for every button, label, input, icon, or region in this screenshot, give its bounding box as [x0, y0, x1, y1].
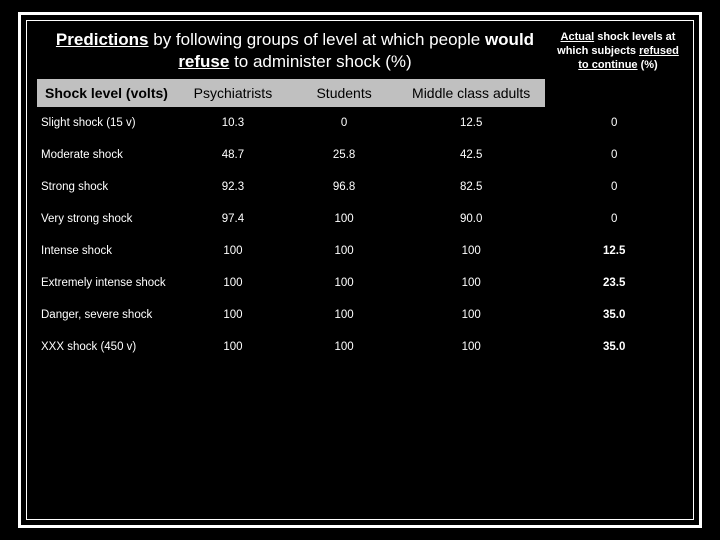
col-header-shock: Shock level (volts) [37, 79, 175, 107]
main-title: Predictions by following groups of level… [37, 29, 553, 73]
cell-label: Intense shock [37, 235, 175, 267]
cell-psy: 100 [175, 235, 291, 267]
table-row: XXX shock (450 v)10010010035.0 [37, 331, 683, 363]
header-row: Predictions by following groups of level… [37, 29, 683, 73]
cell-mid: 82.5 [397, 171, 545, 203]
cell-mid: 90.0 [397, 203, 545, 235]
col-header-psychiatrists: Psychiatrists [175, 79, 291, 107]
cell-stu: 100 [291, 203, 397, 235]
cell-stu: 25.8 [291, 139, 397, 171]
cell-mid: 100 [397, 235, 545, 267]
cell-stu: 100 [291, 299, 397, 331]
cell-label: Danger, severe shock [37, 299, 175, 331]
cell-psy: 100 [175, 267, 291, 299]
cell-stu: 0 [291, 107, 397, 139]
inner-frame: Predictions by following groups of level… [26, 20, 694, 520]
cell-act: 35.0 [545, 299, 683, 331]
col-header-middle-class: Middle class adults [397, 79, 545, 107]
cell-act: 12.5 [545, 235, 683, 267]
table-row: Strong shock92.396.882.50 [37, 171, 683, 203]
col-header-students: Students [291, 79, 397, 107]
cell-stu: 100 [291, 267, 397, 299]
cell-mid: 100 [397, 299, 545, 331]
table-header-row: Shock level (volts) Psychiatrists Studen… [37, 79, 683, 107]
actual-column-title: Actual shock levels at which subjects re… [553, 29, 683, 72]
col-header-actual [545, 79, 683, 107]
cell-psy: 100 [175, 331, 291, 363]
cell-stu: 100 [291, 331, 397, 363]
cell-stu: 100 [291, 235, 397, 267]
outer-frame: Predictions by following groups of level… [18, 12, 702, 528]
cell-act: 23.5 [545, 267, 683, 299]
cell-mid: 12.5 [397, 107, 545, 139]
cell-psy: 100 [175, 299, 291, 331]
cell-label: Extremely intense shock [37, 267, 175, 299]
cell-psy: 97.4 [175, 203, 291, 235]
cell-label: Very strong shock [37, 203, 175, 235]
cell-stu: 96.8 [291, 171, 397, 203]
cell-mid: 100 [397, 267, 545, 299]
table-body: Slight shock (15 v)10.3012.50Moderate sh… [37, 107, 683, 363]
cell-act: 0 [545, 203, 683, 235]
table-row: Danger, severe shock10010010035.0 [37, 299, 683, 331]
cell-mid: 42.5 [397, 139, 545, 171]
cell-act: 35.0 [545, 331, 683, 363]
predictions-table: Shock level (volts) Psychiatrists Studen… [37, 79, 683, 363]
cell-psy: 92.3 [175, 171, 291, 203]
cell-label: Moderate shock [37, 139, 175, 171]
table-row: Extremely intense shock10010010023.5 [37, 267, 683, 299]
table-row: Very strong shock97.410090.00 [37, 203, 683, 235]
cell-label: Slight shock (15 v) [37, 107, 175, 139]
cell-label: Strong shock [37, 171, 175, 203]
cell-psy: 10.3 [175, 107, 291, 139]
cell-act: 0 [545, 139, 683, 171]
cell-psy: 48.7 [175, 139, 291, 171]
table-row: Slight shock (15 v)10.3012.50 [37, 107, 683, 139]
table-row: Moderate shock48.725.842.50 [37, 139, 683, 171]
cell-label: XXX shock (450 v) [37, 331, 175, 363]
table-row: Intense shock10010010012.5 [37, 235, 683, 267]
cell-act: 0 [545, 171, 683, 203]
cell-mid: 100 [397, 331, 545, 363]
cell-act: 0 [545, 107, 683, 139]
